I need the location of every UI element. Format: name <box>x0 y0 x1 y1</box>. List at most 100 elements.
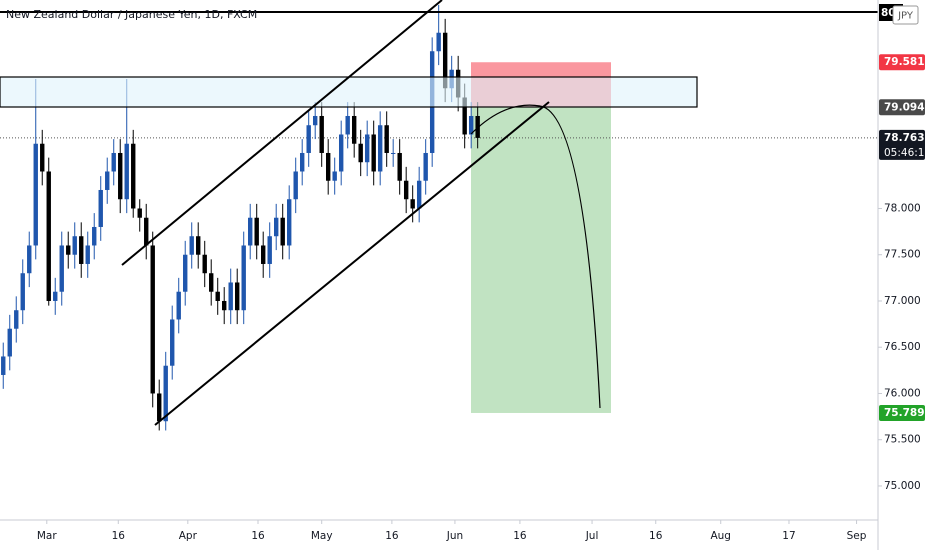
candle-body <box>319 115 324 153</box>
candle-body <box>196 236 201 255</box>
candle-body <box>410 199 415 209</box>
x-tick-label: 17 <box>782 530 795 542</box>
candle-body <box>390 152 396 154</box>
countdown-label: 05:46:13 <box>884 147 931 159</box>
candle-body <box>7 328 12 357</box>
x-tick-label: 16 <box>112 530 126 542</box>
target-label-box <box>879 404 925 421</box>
candle-body <box>254 217 259 246</box>
candle-body <box>468 115 474 135</box>
candle-body <box>293 171 298 200</box>
y-tick-label: 77.000 <box>884 295 921 307</box>
candle-body <box>358 143 363 163</box>
entry-label-box <box>879 99 925 116</box>
candle-body <box>20 273 25 311</box>
candle-body <box>377 125 383 172</box>
candle-body <box>436 32 441 52</box>
candle-body <box>280 217 285 246</box>
candle-body <box>351 115 357 144</box>
stop-label: 79.581 <box>884 56 925 68</box>
candle-body <box>235 282 240 311</box>
candle-body <box>124 143 129 200</box>
candle-body <box>33 143 38 246</box>
last-price-label: 78.763 <box>884 132 925 144</box>
x-tick-label: Jun <box>446 530 463 542</box>
candle-body <box>183 254 188 292</box>
projection-curve <box>470 104 601 409</box>
chart-title: New Zealand Dollar / Japanese Yen, 1D, F… <box>6 8 257 21</box>
candle-body <box>209 273 214 292</box>
x-tick-label: Jul <box>585 530 599 542</box>
candle-body <box>157 393 162 422</box>
candle-body <box>131 143 136 209</box>
x-tick-label: Sep <box>847 530 867 542</box>
candle-body <box>176 291 181 320</box>
channel-upper <box>121 0 443 266</box>
candle-body <box>248 217 253 246</box>
candle-body <box>27 245 32 274</box>
candle-body <box>118 152 123 200</box>
candle-body <box>442 32 448 89</box>
candle-body <box>85 245 90 264</box>
candle-body <box>267 236 272 264</box>
last-price-box <box>879 129 925 160</box>
candle-body <box>1 356 6 375</box>
candle-body <box>306 125 311 153</box>
candle-body <box>287 199 292 246</box>
candle-body <box>137 208 142 218</box>
candle-body <box>462 97 467 135</box>
candle-body <box>163 365 168 422</box>
candle-body <box>397 152 402 181</box>
x-tick-label: Mar <box>37 530 57 542</box>
y-tick-label: 75.500 <box>884 434 921 446</box>
candle-body <box>338 134 344 172</box>
candle-body <box>98 189 103 227</box>
x-tick-label: 16 <box>649 530 663 542</box>
candle-body <box>53 291 58 301</box>
x-tick-label: 16 <box>251 530 265 542</box>
y-tick-label: 75.000 <box>884 480 921 492</box>
candle-body <box>312 115 318 126</box>
candle-body <box>299 152 305 172</box>
x-tick-label: May <box>311 530 333 542</box>
currency-label: JPY <box>897 11 914 22</box>
x-tick-label: Aug <box>710 530 731 542</box>
candle-body <box>40 143 45 172</box>
currency-badge[interactable] <box>892 5 919 25</box>
candle-body <box>170 319 175 366</box>
zone-box <box>0 76 698 108</box>
candle-body <box>403 180 409 200</box>
candle-body <box>189 236 194 255</box>
candle-body <box>241 245 246 311</box>
candle-body <box>261 245 266 264</box>
x-tick-label: Apr <box>179 530 198 542</box>
candle-body <box>150 245 155 394</box>
target-zone <box>471 107 611 413</box>
candle-body <box>274 217 279 237</box>
stop-label-box <box>879 54 925 71</box>
x-tick-label: 16 <box>513 530 527 542</box>
candle-body <box>222 300 227 311</box>
candle-body <box>105 171 110 190</box>
x-tick-label: 16 <box>385 530 399 542</box>
y-tick-label: 76.000 <box>884 387 921 399</box>
candle-body <box>79 236 84 264</box>
y-tick-label: 78.000 <box>884 202 921 214</box>
y-tick-label: 77.500 <box>884 249 921 261</box>
entry-label: 79.094 <box>884 101 925 113</box>
candle-body <box>72 236 77 255</box>
candle-body <box>66 245 71 255</box>
candle-body <box>59 245 64 292</box>
candle-body <box>384 125 389 153</box>
candle-body <box>364 134 370 163</box>
hline-label: 80 <box>881 7 896 19</box>
candle-body <box>202 254 207 274</box>
candle-body <box>14 310 19 329</box>
candle-body <box>144 217 149 246</box>
candle-body <box>215 291 220 301</box>
candle-body <box>332 171 337 181</box>
candle-body <box>423 152 428 181</box>
candle-body <box>46 171 51 301</box>
candle-body <box>111 152 116 172</box>
